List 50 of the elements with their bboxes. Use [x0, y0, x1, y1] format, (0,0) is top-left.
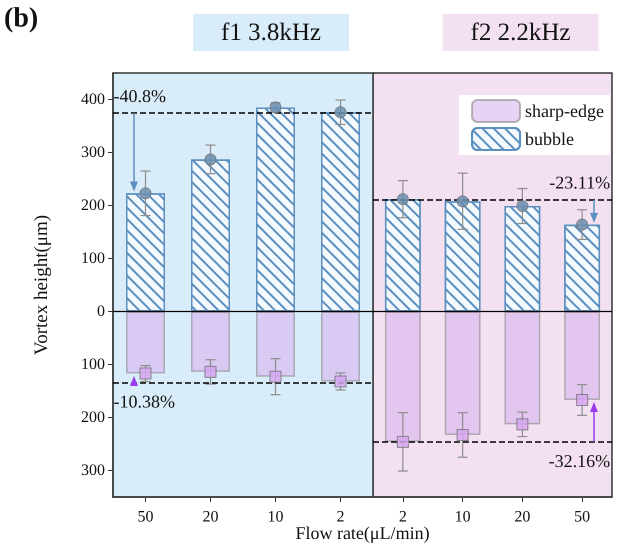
x-tick-label: 10: [268, 508, 284, 526]
bar: [191, 312, 230, 372]
point: [576, 218, 588, 231]
y-axis-title: Vortex height(μm): [31, 214, 52, 356]
legend-label: sharp-edge: [525, 101, 604, 121]
point: [456, 428, 469, 441]
annotation: -40.8%: [114, 86, 166, 106]
point: [204, 153, 216, 166]
x-axis-title: Flow rate(μL/min): [295, 523, 430, 543]
x-tick-label: 50: [138, 508, 154, 526]
point: [140, 368, 152, 380]
point: [576, 394, 588, 406]
y-tick-label: 400: [81, 91, 105, 108]
bar: [256, 312, 295, 377]
point: [396, 193, 409, 206]
point: [516, 418, 528, 430]
point: [516, 200, 528, 212]
bar: [444, 312, 481, 435]
chart-title: f2 2.2kHz: [470, 19, 570, 46]
point: [456, 195, 469, 208]
x-tick-label: 10: [454, 508, 471, 526]
legend-label: bubble: [525, 129, 574, 149]
point: [396, 436, 409, 448]
y-tick-label: 100: [81, 250, 105, 267]
annotation: -23.11%: [549, 172, 610, 193]
x-tick-label: 20: [514, 508, 530, 526]
annotation: -32.16%: [548, 450, 610, 471]
bar: [564, 312, 600, 400]
chart-title: f1 3.8kHz: [221, 19, 321, 46]
point: [204, 366, 216, 378]
bar: [504, 312, 540, 424]
point: [140, 187, 152, 200]
y-tick-label: 100: [81, 356, 105, 373]
point: [270, 370, 282, 383]
bar: [321, 312, 360, 382]
annotation: -10.38%: [114, 392, 175, 412]
y-tick-label: 200: [81, 409, 105, 426]
point: [334, 106, 346, 118]
y-tick-label: 300: [81, 462, 105, 479]
bar: [126, 312, 165, 374]
bar: [384, 312, 421, 442]
x-tick-label: 2: [398, 508, 407, 526]
text: (b): [4, 2, 38, 34]
y-tick-label: 200: [81, 197, 105, 214]
x-tick-label: 20: [202, 508, 218, 526]
point: [334, 375, 346, 388]
x-tick-label: 50: [574, 508, 590, 526]
y-tick-label: 0: [97, 303, 105, 320]
y-tick-label: 300: [81, 144, 105, 161]
x-tick-label: 2: [336, 508, 344, 526]
